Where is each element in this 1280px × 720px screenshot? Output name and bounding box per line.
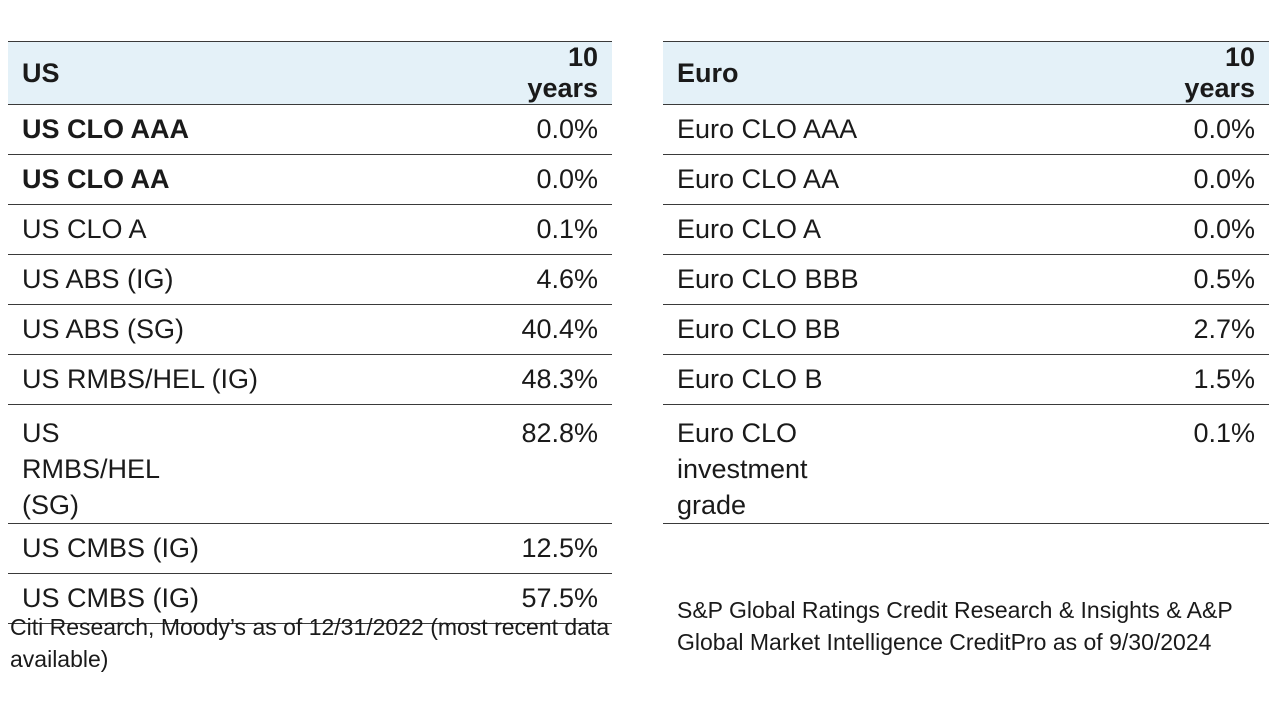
table-row: US CMBS (IG) 12.5% <box>8 523 612 574</box>
table-row: US ABS (SG) 40.4% <box>8 304 612 355</box>
table-row: US ABS (IG) 4.6% <box>8 254 612 305</box>
row-label: US CLO AA <box>8 154 497 205</box>
header-label: Euro <box>663 41 1161 105</box>
table-row: Euro CLO B 1.5% <box>663 354 1269 405</box>
row-label: US CLO A <box>8 204 497 255</box>
us-source-note: Citi Research, Moody’s as of 12/31/2022 … <box>10 614 610 672</box>
row-label: Euro CLO A <box>663 204 1161 255</box>
row-value: 1.5% <box>1160 354 1269 405</box>
header-label: US <box>8 41 497 105</box>
table-row: Euro CLO A 0.0% <box>663 204 1269 255</box>
row-label: Euro CLO investment grade <box>663 404 1161 524</box>
row-label: US CMBS (IG) <box>8 523 497 574</box>
row-value: 12.5% <box>496 523 612 574</box>
row-value: 0.0% <box>496 104 612 155</box>
table-row: US RMBS/HEL (SG) 82.8% <box>8 404 612 524</box>
row-value: 0.0% <box>1160 204 1269 255</box>
row-label: US ABS (IG) <box>8 254 497 305</box>
row-label: US RMBS/HEL (IG) <box>8 354 497 405</box>
row-label: US CLO AAA <box>8 104 497 155</box>
euro-default-rate-table: Euro 10 years Euro CLO AAA 0.0% Euro CLO A… <box>663 41 1269 524</box>
table-row: US CLO AAA 0.0% <box>8 104 612 155</box>
euro-source-note: S&P Global Ratings Credit Research & Ins… <box>677 597 1233 655</box>
table-row: US CMBS (IG) 57.5% <box>8 573 612 624</box>
table-header-row: US 10 years <box>8 41 612 105</box>
row-value: 0.0% <box>496 154 612 205</box>
table-row: Euro CLO AA 0.0% <box>663 154 1269 205</box>
row-value: 0.0% <box>1160 104 1269 155</box>
row-label: Euro CLO AAA <box>663 104 1161 155</box>
row-label: Euro CLO AA <box>663 154 1161 205</box>
table-row: Euro CLO investment grade 0.1% <box>663 404 1269 524</box>
row-label: Euro CLO BBB <box>663 254 1161 305</box>
header-period: 10 years <box>496 41 612 105</box>
table-row: Euro CLO BBB 0.5% <box>663 254 1269 305</box>
row-value: 82.8% <box>496 404 612 524</box>
table-row: US CLO A 0.1% <box>8 204 612 255</box>
table-row: US RMBS/HEL (IG) 48.3% <box>8 354 612 405</box>
row-value: 48.3% <box>496 354 612 405</box>
table-row: Euro CLO AAA 0.0% <box>663 104 1269 155</box>
table-row: Euro CLO BB 2.7% <box>663 304 1269 355</box>
row-label: US CMBS (IG) <box>8 573 497 624</box>
row-value: 0.0% <box>1160 154 1269 205</box>
header-period: 10 years <box>1160 41 1269 105</box>
row-value: 40.4% <box>496 304 612 355</box>
row-value: 0.5% <box>1160 254 1269 305</box>
row-label: US ABS (SG) <box>8 304 497 355</box>
row-value: 0.1% <box>496 204 612 255</box>
table-header-row: Euro 10 years <box>663 41 1269 105</box>
row-value: 2.7% <box>1160 304 1269 355</box>
table-row: US CLO AA 0.0% <box>8 154 612 205</box>
row-value: 57.5% <box>496 573 612 624</box>
row-label: Euro CLO B <box>663 354 1161 405</box>
row-value: 4.6% <box>496 254 612 305</box>
row-value: 0.1% <box>1160 404 1269 524</box>
row-label: Euro CLO BB <box>663 304 1161 355</box>
us-default-rate-table: US 10 years US CLO AAA 0.0% US CLO AA 0.0% U… <box>8 41 612 624</box>
row-label: US RMBS/HEL (SG) <box>8 404 497 524</box>
